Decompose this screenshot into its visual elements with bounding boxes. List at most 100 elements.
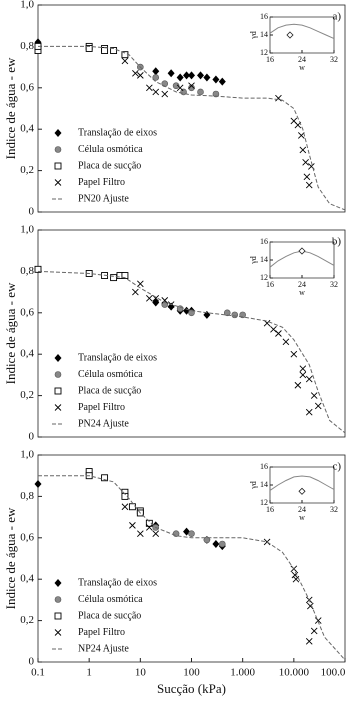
inset-x-label: w: [299, 513, 305, 522]
point: [152, 67, 160, 76]
inset-point: [298, 247, 306, 255]
point: [110, 47, 118, 54]
point: [310, 392, 318, 399]
y-tick-label: 0,6: [20, 531, 34, 543]
y-axis-label: Indice de água - ew: [3, 282, 18, 384]
y-tick-label: 0,2: [20, 614, 34, 626]
point: [197, 88, 204, 96]
point: [305, 181, 313, 189]
legend-swatch: [54, 387, 62, 395]
point: [128, 503, 136, 511]
point: [172, 82, 180, 90]
point: [137, 72, 144, 79]
y-tick-label: 0,8: [20, 265, 34, 277]
x-tick-label: 1.000: [230, 667, 255, 679]
point: [305, 637, 313, 645]
inset-x-tick-label: 32: [330, 55, 338, 64]
point: [290, 350, 298, 358]
y-tick-label: 0,8: [20, 490, 34, 502]
point: [292, 575, 300, 583]
inset-y-tick-label: 16: [260, 462, 268, 471]
legend-swatch: [54, 404, 62, 411]
y-tick-label: 0,2: [20, 164, 34, 176]
legend-swatch: [54, 129, 62, 137]
inset-y-tick-label: 16: [260, 12, 268, 21]
x-tick-label: 0.1: [31, 667, 45, 679]
point: [85, 45, 93, 52]
x-axis-label: Sucção (kPa): [157, 681, 226, 696]
inset-y-label: γd: [249, 481, 258, 490]
point: [303, 173, 311, 181]
inset-y-tick-label: 12: [260, 498, 268, 507]
legend-swatch: [54, 612, 62, 620]
inset-curve: [269, 475, 335, 491]
inset-y-tick-label: 12: [260, 273, 268, 282]
y-tick-label: 0: [29, 431, 35, 443]
point: [188, 84, 195, 92]
point: [110, 274, 118, 282]
y-axis-label: Indice de água - ew: [3, 507, 18, 609]
point: [146, 84, 153, 92]
point: [275, 94, 282, 102]
legend-swatch: [54, 179, 62, 186]
y-tick-label: 1,0: [20, 0, 34, 11]
inset-x-tick-label: 24: [298, 505, 306, 514]
point: [167, 69, 175, 78]
point: [121, 57, 129, 65]
point: [176, 305, 184, 312]
panel-label: a): [332, 11, 341, 23]
point: [152, 530, 160, 537]
inset-x-tick-label: 32: [330, 280, 338, 289]
inset-x-tick-label: 32: [330, 505, 338, 514]
legend-label: Papel Filtro: [78, 627, 125, 638]
inset-y-tick-label: 12: [260, 48, 268, 57]
point: [132, 69, 139, 77]
plot-frame: [37, 4, 346, 213]
legend-label: PN24 Ajuste: [78, 418, 129, 429]
point: [302, 159, 309, 166]
point: [203, 536, 211, 544]
point: [188, 71, 195, 80]
inset-point: [286, 31, 294, 39]
y-tick-label: 0,6: [20, 306, 34, 318]
inset-y-tick-label: 14: [260, 255, 268, 264]
point: [314, 402, 322, 410]
point: [152, 298, 160, 307]
point: [275, 330, 282, 337]
legend-label: Translação de eixos: [78, 127, 157, 138]
y-tick-label: 0: [29, 206, 35, 218]
inset-x-tick-label: 16: [266, 55, 274, 64]
x-tick-label: 10: [135, 667, 147, 679]
inset-x-label: w: [299, 63, 305, 72]
point: [101, 474, 109, 482]
plot-frame: [37, 229, 346, 438]
point: [305, 408, 313, 416]
inset-frame: [269, 16, 335, 54]
legend-label: Célula osmótica: [78, 369, 143, 380]
point: [203, 73, 211, 82]
point: [101, 47, 109, 54]
y-tick-label: 0,2: [20, 389, 34, 401]
point: [145, 519, 153, 527]
point: [152, 74, 160, 81]
point: [299, 371, 307, 379]
inset-point: [298, 487, 306, 495]
fit-line: [38, 45, 346, 211]
point: [299, 146, 307, 154]
legend-swatch: [54, 162, 62, 170]
y-tick-label: 1,0: [20, 449, 34, 461]
x-tick-label: 10.000: [279, 667, 310, 679]
legend-label: Placa de sucção: [78, 610, 141, 621]
x-tick-label: 100.0: [321, 667, 346, 679]
point: [223, 309, 231, 317]
point: [314, 617, 322, 624]
y-tick-label: 0,4: [20, 123, 34, 135]
point: [231, 311, 239, 319]
point: [146, 524, 153, 531]
inset-y-label: γd: [249, 31, 258, 40]
point: [212, 90, 220, 98]
inset-frame: [269, 466, 335, 504]
point: [218, 77, 226, 86]
inset-y-tick-label: 14: [260, 480, 268, 489]
